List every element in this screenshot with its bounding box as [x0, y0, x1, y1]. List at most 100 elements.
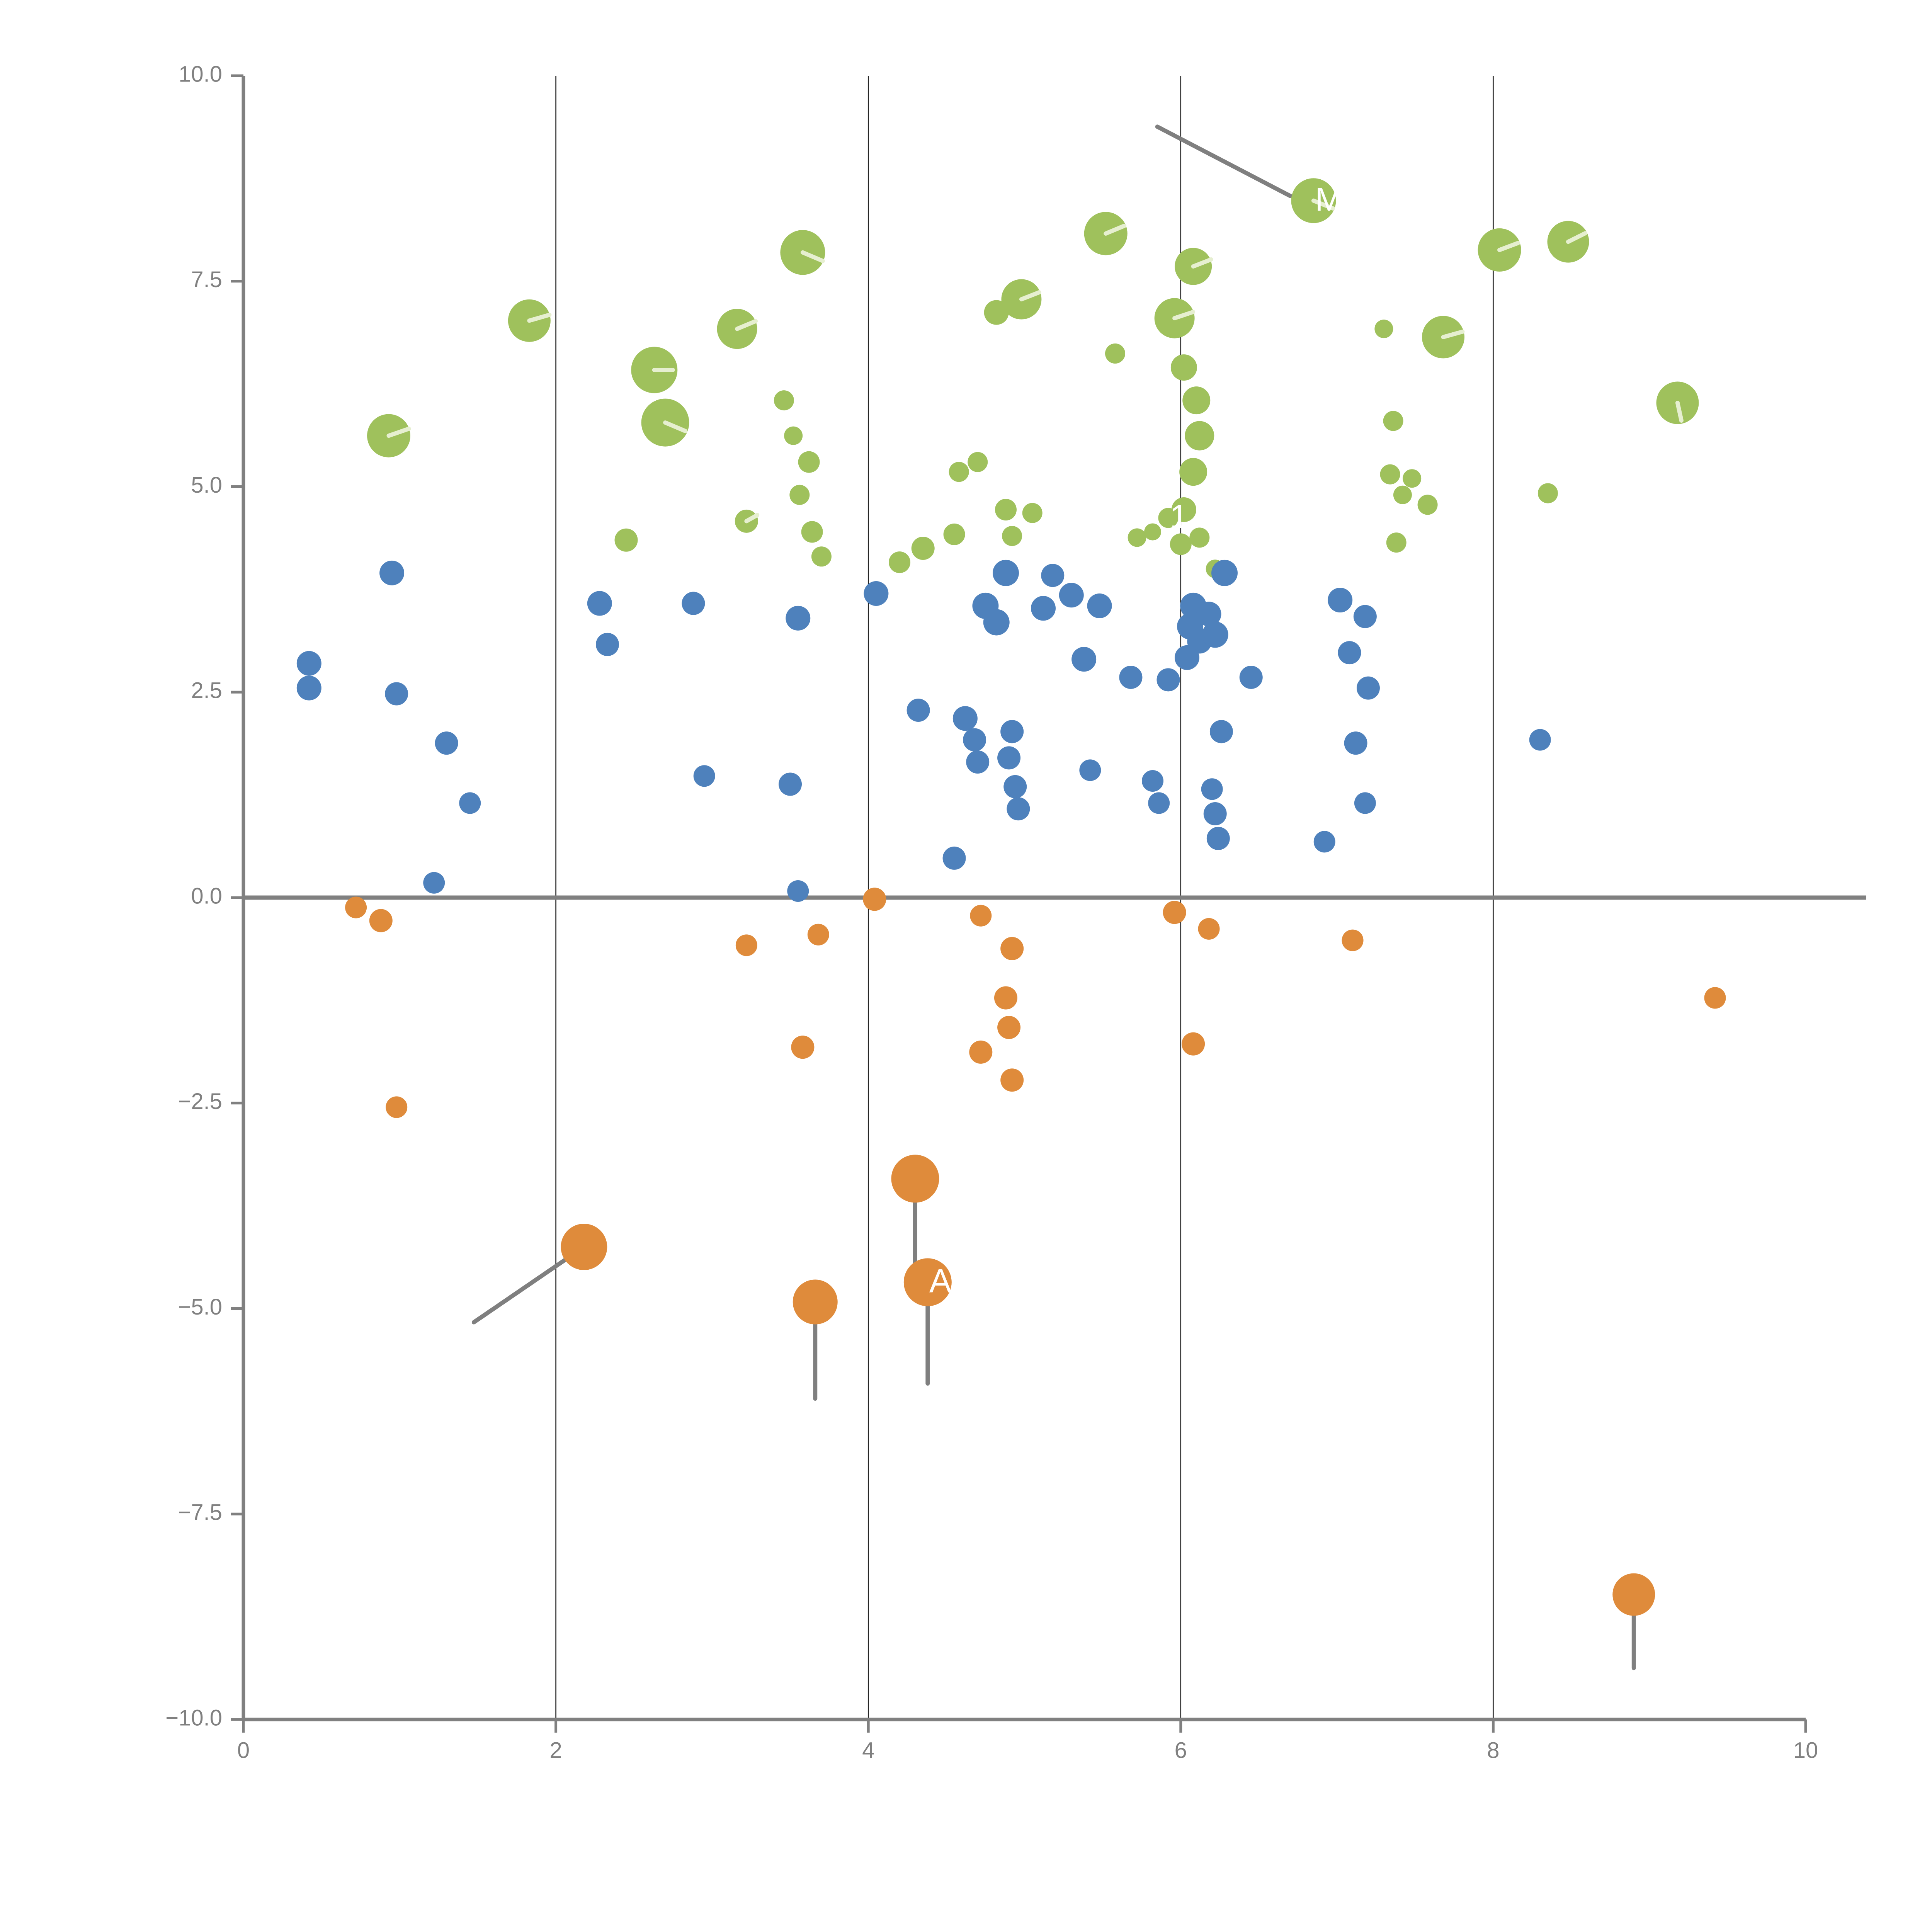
data-point-blue[interactable] [1148, 792, 1170, 814]
data-point-green[interactable] [984, 300, 1009, 325]
data-point-green[interactable] [801, 521, 823, 543]
data-point-blue[interactable] [1202, 621, 1228, 648]
data-point-orange[interactable] [997, 1016, 1021, 1039]
data-point-orange[interactable] [970, 905, 992, 927]
data-point-blue[interactable] [1142, 770, 1164, 792]
data-point-blue[interactable] [786, 605, 811, 631]
data-point-green[interactable] [1189, 527, 1210, 548]
data-point-blue[interactable] [1003, 775, 1027, 798]
data-point-blue[interactable] [779, 772, 802, 796]
data-point-blue[interactable] [787, 880, 809, 902]
data-point-green[interactable] [1374, 320, 1393, 338]
data-point-green[interactable] [789, 485, 810, 505]
data-point-orange[interactable] [1163, 901, 1186, 924]
data-point-green[interactable] [1158, 508, 1179, 528]
data-point-orange[interactable] [1342, 929, 1364, 951]
data-point-blue[interactable] [1344, 731, 1367, 755]
data-point-green[interactable] [889, 551, 911, 573]
data-point-blue[interactable] [1087, 593, 1112, 618]
data-point-blue[interactable] [942, 846, 966, 870]
data-point-green[interactable] [1417, 495, 1438, 515]
data-point-blue[interactable] [1196, 602, 1221, 627]
data-point-green[interactable] [1386, 532, 1406, 553]
data-point-orange[interactable] [903, 1258, 952, 1306]
data-point-blue[interactable] [1239, 665, 1263, 689]
data-point-green[interactable] [774, 390, 794, 411]
data-point-blue[interactable] [1313, 831, 1335, 853]
data-point-green[interactable] [1170, 354, 1197, 381]
data-point-orange[interactable] [561, 1223, 607, 1270]
data-point-green[interactable] [911, 537, 935, 560]
data-point-blue[interactable] [1007, 797, 1030, 821]
data-point-blue[interactable] [864, 581, 889, 606]
data-point-green[interactable] [1380, 464, 1400, 485]
data-point-blue[interactable] [966, 750, 990, 774]
data-point-orange[interactable] [1704, 987, 1726, 1009]
data-point-orange[interactable] [1198, 918, 1220, 940]
data-point-orange[interactable] [386, 1096, 408, 1118]
data-point-green[interactable] [1002, 526, 1022, 546]
data-point-blue[interactable] [1353, 605, 1377, 628]
data-point-green[interactable] [1179, 458, 1208, 486]
data-point-blue[interactable] [1156, 668, 1180, 692]
data-point-orange[interactable] [345, 896, 367, 918]
data-point-blue[interactable] [296, 651, 321, 676]
data-point-orange[interactable] [793, 1279, 838, 1325]
data-point-orange[interactable] [891, 1155, 939, 1203]
data-point-green[interactable] [1537, 483, 1558, 503]
data-point-green[interactable] [1170, 533, 1192, 555]
data-point-green[interactable] [1393, 485, 1412, 504]
data-point-green[interactable] [1182, 386, 1211, 415]
data-point-blue[interactable] [1328, 588, 1353, 613]
data-point-orange[interactable] [1000, 1068, 1024, 1092]
data-point-green[interactable] [811, 546, 832, 567]
data-point-green[interactable] [995, 499, 1017, 521]
data-point-orange[interactable] [1000, 937, 1024, 960]
data-point-blue[interactable] [379, 560, 405, 585]
data-point-orange[interactable] [807, 923, 829, 946]
data-point-green[interactable] [968, 452, 988, 472]
data-point-blue[interactable] [682, 592, 705, 615]
data-point-blue[interactable] [1209, 720, 1233, 743]
data-point-blue[interactable] [1041, 564, 1065, 587]
data-point-green[interactable] [1022, 503, 1043, 523]
data-point-orange[interactable] [1612, 1573, 1655, 1616]
data-point-blue[interactable] [1201, 778, 1223, 800]
data-point-blue[interactable] [1071, 647, 1097, 672]
data-point-blue[interactable] [435, 731, 458, 755]
data-point-orange[interactable] [969, 1040, 993, 1064]
data-point-orange[interactable] [369, 909, 393, 932]
data-point-green[interactable] [943, 523, 965, 545]
data-point-blue[interactable] [1211, 560, 1238, 586]
data-point-green[interactable] [1383, 411, 1403, 431]
data-point-orange[interactable] [735, 934, 757, 956]
data-point-blue[interactable] [459, 792, 481, 814]
data-point-blue[interactable] [952, 706, 978, 731]
data-point-blue[interactable] [997, 746, 1021, 770]
data-point-blue[interactable] [992, 560, 1019, 586]
data-point-blue[interactable] [423, 872, 445, 894]
data-point-orange[interactable] [863, 888, 886, 911]
data-point-blue[interactable] [906, 699, 930, 722]
data-point-green[interactable] [1403, 469, 1422, 488]
data-point-green[interactable] [1144, 523, 1162, 541]
data-point-blue[interactable] [963, 728, 986, 752]
data-point-green[interactable] [614, 528, 638, 552]
data-point-blue[interactable] [596, 633, 619, 656]
data-point-blue[interactable] [1119, 665, 1143, 689]
data-point-blue[interactable] [1338, 641, 1361, 665]
data-point-orange[interactable] [1182, 1032, 1205, 1056]
data-point-blue[interactable] [385, 682, 408, 706]
data-point-blue[interactable] [1206, 827, 1230, 850]
data-point-blue[interactable] [1354, 792, 1376, 814]
data-point-blue[interactable] [693, 765, 715, 787]
data-point-orange[interactable] [994, 986, 1017, 1010]
data-point-green[interactable] [784, 426, 803, 445]
data-point-blue[interactable] [1356, 676, 1380, 700]
data-point-blue[interactable] [296, 675, 321, 701]
data-point-green[interactable] [1185, 421, 1214, 451]
data-point-blue[interactable] [1031, 596, 1056, 621]
data-point-green[interactable] [798, 451, 820, 473]
data-point-blue[interactable] [1529, 729, 1551, 751]
data-point-blue[interactable] [1059, 583, 1084, 608]
